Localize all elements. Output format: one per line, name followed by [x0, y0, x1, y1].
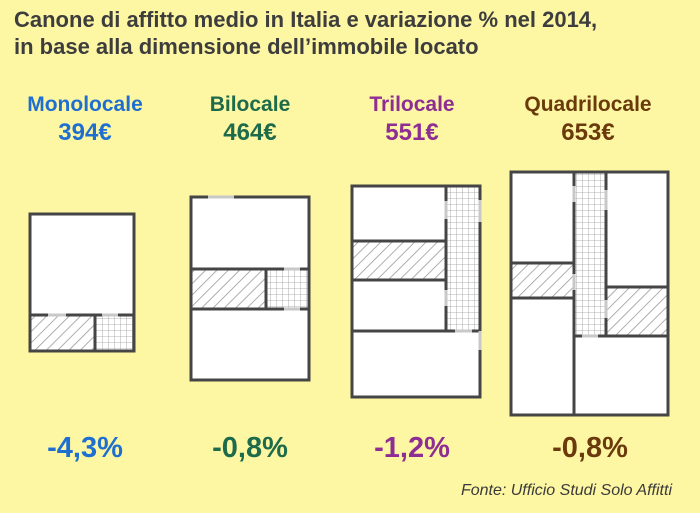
column-trilocale: Trilocale 551€: [327, 92, 497, 148]
floor-plan-trilocale: [350, 184, 482, 399]
floor-plan-bilocale: [189, 195, 311, 382]
floor-plan-monolocale: [28, 212, 136, 353]
price-bilocale: 464€: [223, 119, 277, 146]
type-name-trilocale: Trilocale: [369, 93, 455, 116]
change-trilocale: -1,2%: [374, 432, 450, 464]
change-monolocale: -4,3%: [47, 432, 123, 464]
floor-plan-quadrilocale: [509, 170, 670, 417]
title-line-2: in base alla dimensione dell’immobile lo…: [14, 34, 479, 59]
title-line-1: Canone di affitto medio in Italia e vari…: [14, 7, 598, 32]
column-quadrilocale: Quadrilocale 653€: [503, 92, 673, 148]
column-bilocale: Bilocale 464€: [165, 92, 335, 148]
change-bilocale: -0,8%: [212, 432, 288, 464]
type-name-bilocale: Bilocale: [209, 93, 291, 116]
price-trilocale: 551€: [385, 119, 439, 146]
type-name-quadrilocale: Quadrilocale: [524, 93, 652, 116]
change-quadrilocale: -0,8%: [552, 432, 628, 464]
price-monolocale: 394€: [58, 119, 112, 146]
infographic-title: Canone di affitto medio in Italia e vari…: [14, 6, 694, 60]
column-monolocale: Monolocale 394€: [0, 92, 170, 148]
price-quadrilocale: 653€: [561, 119, 615, 146]
source-note: Fonte: Ufficio Studi Solo Affitti: [460, 482, 672, 499]
type-name-monolocale: Monolocale: [27, 93, 143, 116]
